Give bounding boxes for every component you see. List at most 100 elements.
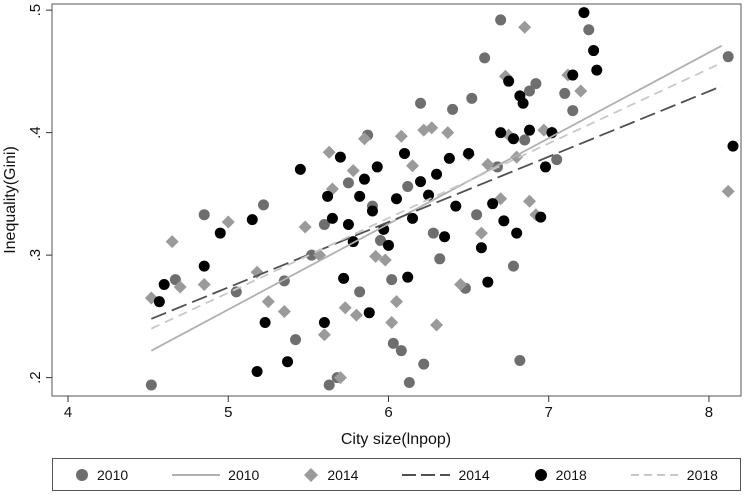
data-point-2018-circle [588, 45, 600, 57]
legend-item-2018-points: 2018 [534, 467, 587, 483]
legend-longdash-line-marker [402, 473, 451, 476]
y-tick-label: .4 [27, 126, 44, 139]
data-point-2010-circle [395, 345, 407, 357]
data-point-2010-circle [386, 274, 398, 286]
data-point-2010-circle [387, 337, 399, 349]
data-point-2018-circle [727, 140, 739, 152]
data-point-2018-circle [158, 279, 170, 291]
legend-diamond-marker [304, 467, 319, 482]
data-point-2018-circle [354, 190, 366, 202]
x-tick-label: 5 [224, 404, 232, 421]
data-point-2010-circle [258, 199, 270, 211]
data-point-2018-circle [415, 176, 427, 188]
data-point-2014-diamond [298, 220, 312, 234]
data-point-2018-circle [282, 356, 294, 368]
data-point-2010-circle [427, 227, 439, 239]
data-point-2018-circle [540, 161, 552, 173]
data-point-2018-circle [431, 168, 443, 180]
data-point-2018-circle [326, 212, 338, 224]
data-point-2010-circle [471, 209, 483, 221]
data-point-2018-circle [523, 124, 535, 136]
legend-label: 2010 [228, 466, 260, 483]
data-point-2010-circle [418, 358, 430, 370]
y-tick-label: .5 [27, 4, 44, 17]
data-point-2018-circle [382, 239, 394, 251]
data-point-2010-circle [374, 234, 386, 246]
legend-label: 2014 [458, 466, 490, 483]
data-point-2010-circle [523, 85, 535, 97]
data-point-2014-diamond [333, 371, 347, 385]
data-point-2018-circle [251, 366, 263, 377]
data-point-2014-diamond [441, 126, 455, 140]
legend-label: 2010 [97, 466, 129, 483]
data-point-2014-diamond [378, 253, 392, 267]
y-tick-label: .2 [27, 371, 44, 384]
data-point-2010-circle [530, 78, 542, 90]
data-point-2018-circle [482, 276, 494, 288]
data-point-2010-circle [567, 105, 579, 117]
data-point-2010-circle [169, 274, 181, 286]
data-point-2018-circle [443, 152, 455, 164]
data-point-2014-diamond [261, 295, 275, 309]
data-point-2010-circle [551, 154, 563, 166]
data-point-2018-circle [517, 97, 529, 109]
data-point-2018-circle [246, 214, 258, 226]
data-point-2018-circle [463, 147, 475, 159]
data-point-2018-circle [495, 127, 507, 139]
data-point-2018-circle [391, 193, 402, 205]
data-point-2010-circle [290, 334, 302, 346]
data-point-2010-circle [198, 209, 210, 221]
data-point-2014-diamond [277, 304, 291, 318]
y-axis-label: Inequality(Gini) [2, 146, 19, 254]
data-point-2018-circle [366, 205, 378, 217]
data-point-2014-diamond [369, 249, 383, 263]
legend-dash-line-marker [630, 473, 679, 476]
data-point-2018-circle [342, 219, 354, 230]
data-point-2014-diamond [346, 164, 360, 178]
data-point-2018-circle [363, 307, 375, 319]
data-point-2010-circle [466, 92, 478, 104]
x-tick-label: 4 [64, 404, 72, 421]
data-point-2018-circle [402, 271, 414, 283]
data-point-2010-circle [507, 260, 519, 272]
data-point-2010-circle [323, 379, 335, 391]
data-point-2014-diamond [474, 226, 488, 240]
data-point-2018-circle [259, 317, 271, 328]
data-point-2018-circle [198, 260, 210, 272]
data-point-2018-circle [399, 147, 411, 159]
data-point-2010-circle [447, 103, 459, 115]
data-point-2010-circle [559, 87, 571, 99]
data-point-2018-circle [535, 211, 547, 223]
data-point-2010-circle [354, 286, 366, 298]
x-tick-label: 6 [384, 404, 392, 421]
data-point-2018-circle [407, 212, 419, 224]
legend-item-2010-fit: 2010 [172, 467, 259, 483]
data-point-2018-circle [322, 190, 334, 202]
data-point-2018-circle [214, 227, 226, 239]
data-point-2018-circle [334, 151, 346, 163]
data-point-2010-circle [145, 379, 157, 391]
data-point-2014-diamond [165, 235, 179, 249]
data-point-2010-circle [514, 354, 526, 366]
data-point-2018-circle [511, 227, 523, 239]
data-point-2018-circle [153, 296, 165, 308]
legend-circle-grey-marker [76, 468, 88, 481]
data-point-2014-diamond [250, 265, 264, 279]
legend-label: 2018 [686, 466, 718, 483]
data-point-2014-diamond [173, 280, 187, 294]
legend-label: 2014 [327, 466, 359, 483]
data-point-2010-circle [495, 14, 507, 26]
x-tick-label: 8 [705, 404, 713, 421]
data-point-2010-circle [415, 97, 427, 109]
data-point-2014-diamond [721, 184, 735, 198]
y-tick-label: .3 [27, 249, 44, 262]
data-point-2018-circle [318, 317, 330, 328]
data-point-2014-diamond [385, 316, 399, 329]
data-point-2014-diamond [430, 318, 444, 332]
data-point-2014-diamond [394, 129, 408, 143]
data-point-2014-diamond [338, 301, 352, 315]
data-point-2014-diamond [221, 215, 235, 229]
data-point-2010-circle [318, 219, 330, 230]
data-point-2018-circle [371, 161, 383, 173]
